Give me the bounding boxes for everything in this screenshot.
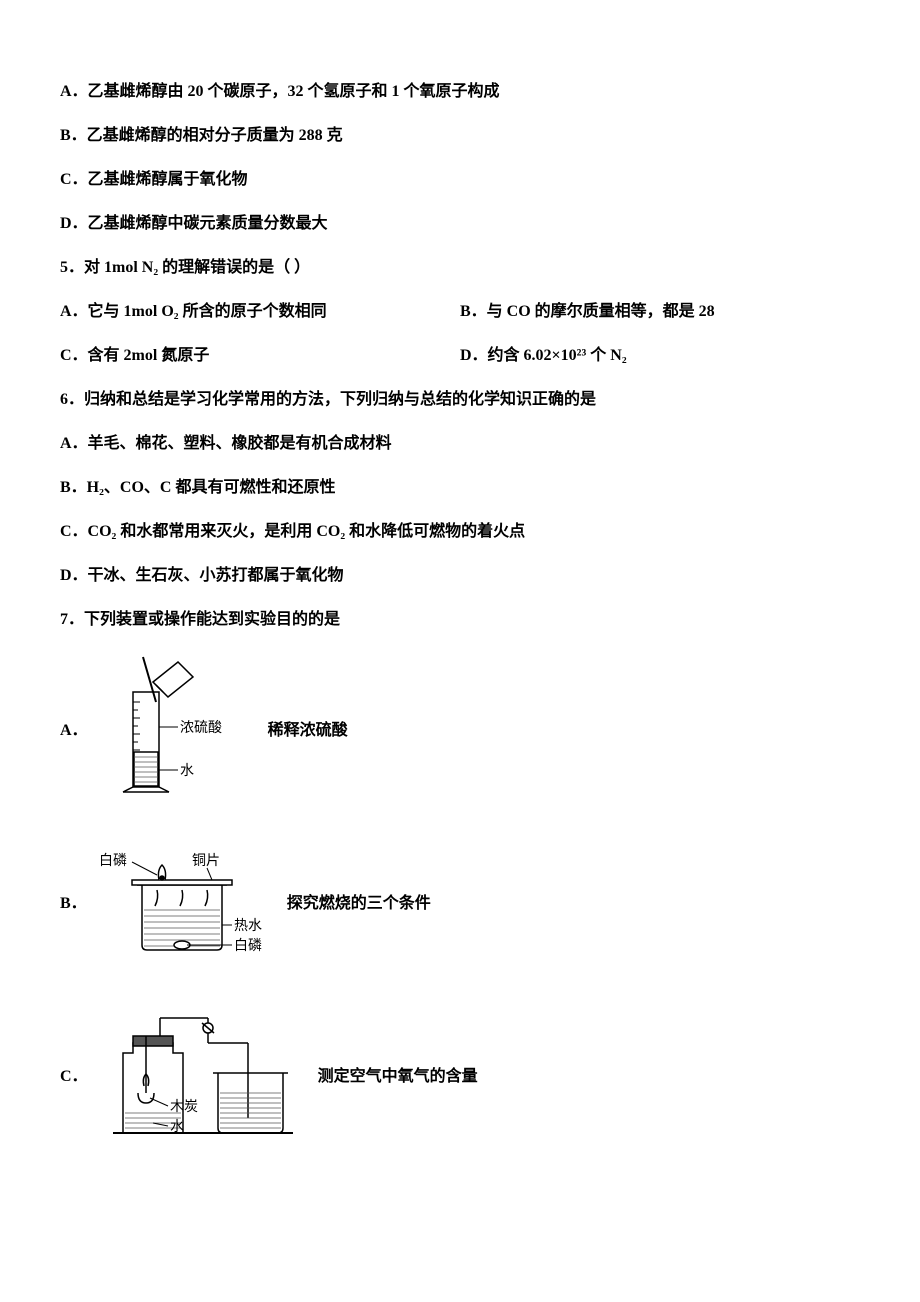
fig-b-hotwater: 热水 (234, 918, 262, 934)
q7-a-label: A． (60, 719, 88, 743)
fig-c-charcoal: 木炭 (170, 1099, 198, 1115)
q7-b-label: B． (60, 892, 87, 916)
question-7: 7．下列装置或操作能达到实验目的的是 (60, 608, 860, 632)
q5-option-a: A．它与 1mol O₂ 所含的原子个数相同 (60, 300, 460, 324)
fig-b-copper: 铜片 (192, 853, 220, 869)
q6-option-c: C．CO₂ 和水都常用来灭火，是利用 CO₂ 和水降低可燃物的着火点 (60, 520, 860, 544)
q6-option-b: B．H₂、CO、C 都具有可燃性和还原性 (60, 476, 860, 500)
q6-option-a: A．羊毛、棉花、塑料、橡胶都是有机合成材料 (60, 432, 860, 456)
q5-option-d: D．约含 6.02×10²³ 个 N₂ (460, 344, 860, 368)
figure-a-icon: 浓硫酸 水 (98, 652, 248, 810)
fig-a-acid-label: 浓硫酸 (180, 720, 222, 736)
figure-c-icon: 木炭 水 (98, 998, 298, 1156)
q5-row1: A．它与 1mol O₂ 所含的原子个数相同 B．与 CO 的摩尔质量相等，都是… (60, 300, 860, 324)
fig-b-whitep-bot: 白磷 (234, 938, 262, 954)
q7-c-label: C． (60, 1065, 88, 1089)
question-5: 5．对 1mol N₂ 的理解错误的是（ ） (60, 256, 860, 280)
fig-c-water: 水 (170, 1119, 184, 1135)
figure-b-icon: 白磷 铜片 热水 白磷 (97, 840, 267, 968)
option-d: D．乙基雌烯醇中碳元素质量分数最大 (60, 212, 860, 236)
q7-c-caption: 测定空气中氧气的含量 (318, 1065, 478, 1089)
question-6: 6．归纳和总结是学习化学常用的方法，下列归纳与总结的化学知识正确的是 (60, 388, 860, 412)
q7-option-a-row: A． (60, 652, 860, 810)
q5-row2: C．含有 2mol 氮原子 D．约含 6.02×10²³ 个 N₂ (60, 344, 860, 368)
option-b: B．乙基雌烯醇的相对分子质量为 288 克 (60, 124, 860, 148)
option-a: A．乙基雌烯醇由 20 个碳原子，32 个氢原子和 1 个氧原子构成 (60, 80, 860, 104)
q7-option-c-row: C． (60, 998, 860, 1156)
q7-a-caption: 稀释浓硫酸 (268, 719, 348, 743)
q5-option-b: B．与 CO 的摩尔质量相等，都是 28 (460, 300, 860, 324)
q7-b-caption: 探究燃烧的三个条件 (287, 892, 431, 916)
fig-b-whitep-top: 白磷 (99, 853, 127, 869)
q6-option-d: D．干冰、生石灰、小苏打都属于氧化物 (60, 564, 860, 588)
q5-option-c: C．含有 2mol 氮原子 (60, 344, 460, 368)
q7-option-b-row: B． (60, 840, 860, 968)
fig-a-water-label: 水 (180, 763, 194, 779)
option-c: C．乙基雌烯醇属于氧化物 (60, 168, 860, 192)
